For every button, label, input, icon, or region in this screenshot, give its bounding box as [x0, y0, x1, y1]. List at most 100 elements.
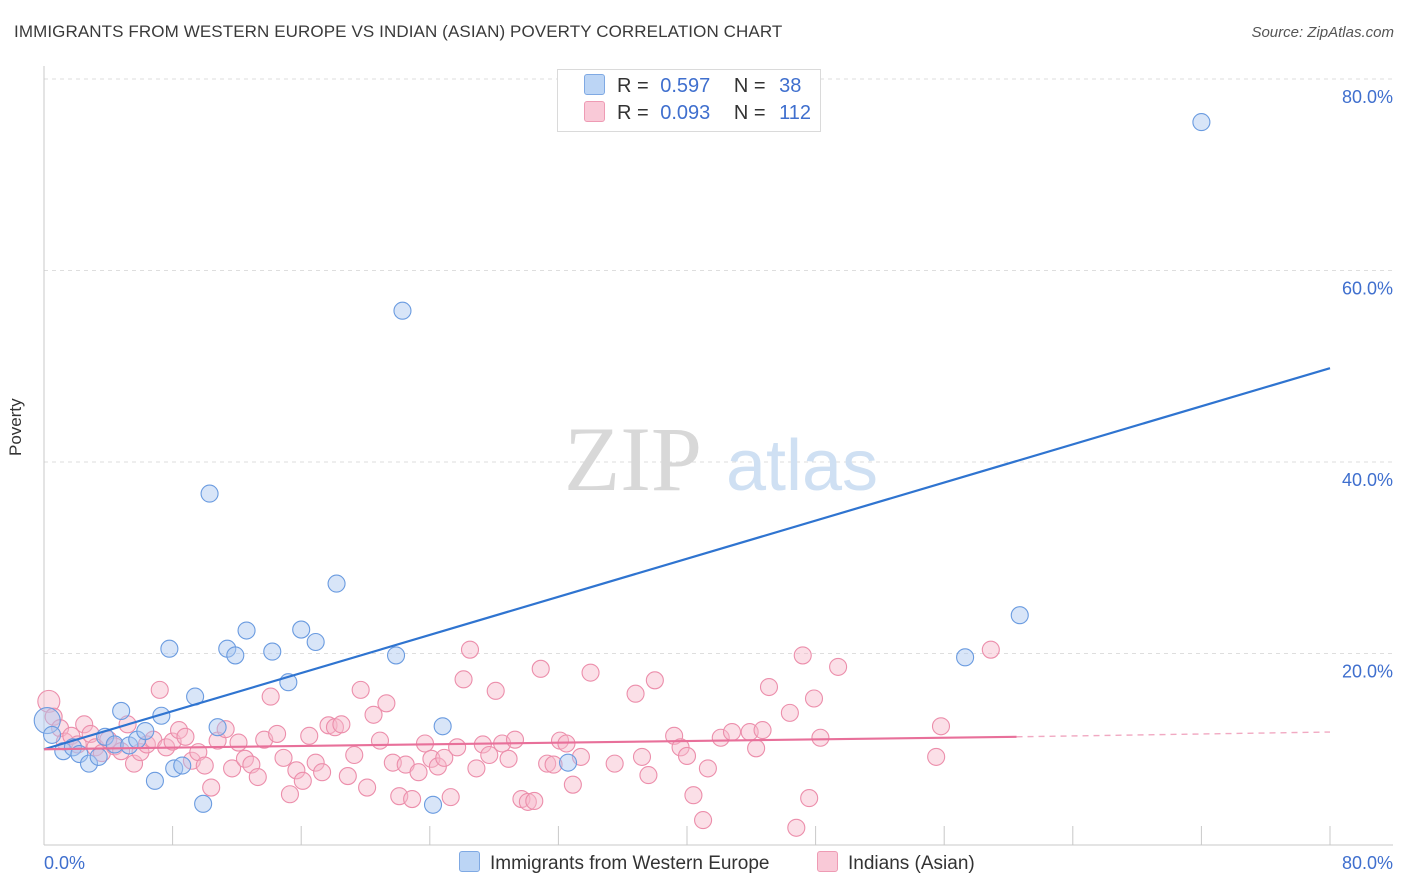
point-indians-57	[403, 789, 422, 809]
bottom-legend-label-2: Indians (Asian)	[848, 853, 975, 874]
x-tick-label-min: 0.0%	[44, 853, 85, 873]
chart-title: IMMIGRANTS FROM WESTERN EUROPE VS INDIAN…	[14, 22, 783, 41]
point-indians-94	[694, 811, 713, 830]
point-indians-14	[124, 754, 144, 773]
point-indians-6	[75, 715, 94, 734]
point-indians-88	[639, 766, 658, 785]
point-indians-109	[927, 747, 946, 766]
point-indians-40	[293, 771, 312, 790]
point-western-europe-31	[393, 301, 412, 320]
point-indians-85	[605, 754, 624, 773]
point-western-europe-34	[558, 753, 578, 772]
bottom-legend-western-europe: Immigrants from Western Europe	[459, 851, 769, 875]
point-western-europe-13	[145, 771, 164, 790]
y-tick-label-2: 60.0%	[1342, 279, 1393, 299]
point-indians-77	[531, 659, 550, 678]
point-indians-51	[364, 705, 383, 724]
point-indians-69	[480, 745, 499, 765]
point-western-europe-5	[79, 754, 99, 773]
legend-n-label: N =	[733, 75, 766, 97]
point-western-europe-33	[433, 717, 452, 736]
point-indians-29	[223, 759, 242, 778]
point-indians-104	[793, 646, 812, 665]
point-indians-37	[274, 748, 293, 767]
point-western-europe-9	[112, 701, 131, 721]
point-western-europe-14	[152, 706, 171, 725]
point-indians-21	[169, 721, 189, 740]
point-indians-111	[981, 640, 1000, 659]
point-western-europe-19	[194, 794, 213, 813]
y-tick-labels: 20.0% 40.0% 60.0% 80.0%	[1342, 87, 1393, 682]
point-indians-35	[261, 687, 280, 706]
legend-swatch-pink	[584, 101, 605, 122]
point-indians-26	[202, 778, 221, 797]
point-indians-108	[829, 657, 848, 676]
point-indians-96	[711, 728, 730, 747]
point-western-europe-35	[956, 648, 975, 667]
bottom-legend-swatch-pink	[817, 851, 838, 872]
point-western-europe-27	[292, 620, 311, 639]
point-western-europe-36	[1010, 606, 1029, 625]
legend-r-label: R =	[617, 102, 649, 124]
point-indians-75	[518, 792, 537, 811]
point-indians-97	[722, 722, 742, 742]
legend-row-western-europe: R = 0.597 N = 38	[584, 74, 801, 98]
point-indians-58	[409, 763, 428, 782]
point-western-europe-1	[42, 725, 62, 744]
point-indians-0	[37, 689, 61, 713]
trend-line-indians	[43, 735, 1017, 751]
point-indians-105	[800, 789, 819, 808]
legend-swatch-blue	[584, 74, 605, 95]
data-points	[33, 113, 1211, 837]
bottom-legend-label-1: Immigrants from Western Europe	[490, 853, 770, 874]
point-western-europe-12	[136, 722, 155, 741]
trend-lines	[43, 367, 1331, 751]
point-indians-39	[287, 761, 306, 780]
point-indians-22	[176, 727, 195, 746]
point-western-europe-21	[208, 718, 227, 737]
point-indians-93	[684, 786, 703, 805]
point-indians-48	[345, 745, 364, 765]
point-indians-43	[313, 763, 332, 782]
point-indians-33	[248, 767, 267, 787]
source-label: Source: ZipAtlas.com	[1251, 24, 1394, 41]
point-western-europe-3	[63, 738, 82, 757]
point-indians-66	[460, 640, 480, 659]
point-indians-99	[747, 739, 766, 758]
watermark-atlas: atlas	[726, 426, 878, 506]
point-indians-73	[505, 730, 525, 749]
point-western-europe-25	[263, 642, 282, 661]
point-indians-79	[544, 755, 563, 774]
point-indians-100	[753, 721, 772, 740]
trend-line-western-europe	[43, 367, 1331, 751]
point-indians-101	[759, 677, 779, 697]
point-indians-49	[351, 680, 370, 699]
y-tick-label-1: 40.0%	[1342, 470, 1393, 490]
point-indians-38	[280, 785, 299, 804]
y-tick-label-0: 20.0%	[1342, 662, 1393, 682]
point-indians-18	[150, 680, 169, 699]
point-indians-63	[441, 788, 460, 807]
axes	[43, 66, 1393, 846]
correlation-legend: R = 0.597 N = 38 R = 0.093 N = 112	[557, 69, 821, 132]
point-western-europe-37	[1192, 113, 1211, 132]
point-indians-60	[422, 749, 441, 768]
gridlines	[44, 78, 1393, 654]
legend-r-value-2: 0.093	[660, 102, 711, 124]
point-indians-72	[499, 749, 518, 768]
point-western-europe-17	[173, 756, 192, 775]
point-indians-106	[804, 689, 824, 708]
point-indians-53	[377, 694, 396, 713]
bottom-legend-swatch-blue	[459, 851, 480, 872]
point-indians-62	[435, 748, 454, 767]
point-western-europe-15	[160, 639, 179, 658]
point-indians-67	[467, 759, 486, 778]
point-indians-65	[454, 670, 473, 689]
point-indians-70	[486, 681, 505, 700]
point-indians-87	[632, 747, 652, 766]
y-tick-label-3: 80.0%	[1342, 87, 1393, 107]
trend-line-indians-extension	[1016, 731, 1331, 738]
point-indians-25	[195, 756, 214, 775]
legend-n-value-1: 38	[779, 75, 802, 97]
